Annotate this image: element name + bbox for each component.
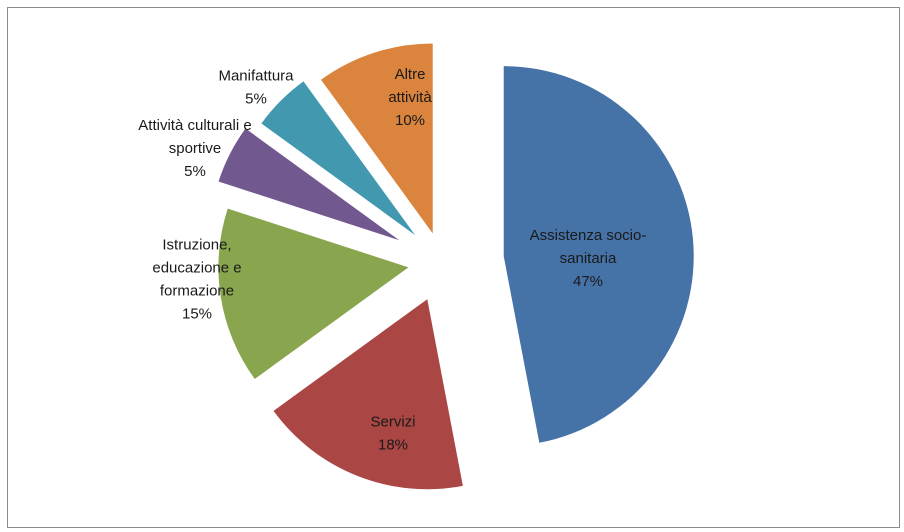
slice-label-assistenza-socio-sanitaria: Assistenza socio-sanitaria 47% (530, 227, 647, 290)
pie-slice-manifattura (261, 81, 416, 236)
pie-slice-altre-attività (321, 43, 433, 234)
slice-label-altre-attività: Altre attività 10% (388, 66, 432, 129)
pie-chart: Assistenza socio-sanitaria 47% Servizi 18% I… (138, 43, 694, 490)
slice-name-line: Servizi (370, 414, 415, 431)
slices-layer (218, 43, 694, 490)
slice-name-line: Altre (395, 66, 426, 83)
slice-name-line: Manifattura (218, 68, 294, 85)
slice-name-line: sportive (169, 140, 222, 157)
slice-label-servizi: Servizi 18% (370, 414, 415, 454)
slice-name-line: educazione e (152, 260, 241, 277)
chart-frame: Assistenza socio-sanitaria 47% Servizi 18% I… (7, 7, 900, 528)
slice-percent-label: 5% (184, 163, 206, 180)
slice-name-line: sanitaria (560, 250, 617, 267)
slice-label-istruzione-educazione-e-formazione: Istruzione, educazione e formazione 15% (152, 237, 241, 323)
slice-label-manifattura: Manifattura 5% (218, 68, 294, 108)
pie-slice-attività-culturali-e-sportive (218, 128, 400, 241)
slice-percent-label: 18% (378, 437, 408, 454)
slice-percent-label: 10% (395, 112, 425, 129)
slice-percent-label: 5% (245, 91, 267, 108)
slice-name-line: Attività culturali e (138, 117, 251, 134)
slice-percent-label: 15% (182, 306, 212, 323)
pie-slice-servizi (273, 299, 463, 490)
slice-label-attività-culturali-e-sportive: Attività culturali e sportive 5% (138, 117, 251, 180)
slice-name-line: formazione (160, 283, 234, 300)
slice-name-line: Istruzione, (162, 237, 231, 254)
slice-name-line: attività (388, 89, 432, 106)
slice-percent-label: 47% (573, 273, 603, 290)
pie-slice-istruzione-educazione-e-formazione (218, 208, 409, 379)
labels-layer: Assistenza socio-sanitaria 47% Servizi 18% I… (138, 66, 646, 454)
pie-slice-assistenza-socio-sanitaria (503, 66, 694, 443)
slice-name-line: Assistenza socio- (530, 227, 647, 244)
